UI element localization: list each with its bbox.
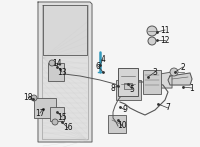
Bar xyxy=(34,98,56,118)
Bar xyxy=(143,70,161,94)
Circle shape xyxy=(52,119,58,125)
Text: 4: 4 xyxy=(101,55,105,64)
Polygon shape xyxy=(160,72,172,88)
Text: 12: 12 xyxy=(160,35,170,45)
Circle shape xyxy=(31,95,37,101)
Text: 2: 2 xyxy=(181,62,185,71)
Text: 13: 13 xyxy=(57,67,67,76)
Text: 17: 17 xyxy=(35,108,45,117)
Text: 9: 9 xyxy=(123,106,127,115)
Bar xyxy=(48,63,64,81)
Text: 10: 10 xyxy=(117,122,127,131)
Polygon shape xyxy=(43,5,87,55)
Text: 18: 18 xyxy=(23,92,33,101)
Text: 7: 7 xyxy=(166,103,170,112)
Text: 6: 6 xyxy=(96,61,100,71)
Circle shape xyxy=(170,68,178,76)
Bar xyxy=(108,115,126,133)
Text: 11: 11 xyxy=(160,25,170,35)
Text: 1: 1 xyxy=(190,83,194,92)
Text: 14: 14 xyxy=(52,59,62,67)
Polygon shape xyxy=(168,73,192,85)
Bar xyxy=(118,68,138,96)
Circle shape xyxy=(49,60,55,66)
Bar xyxy=(124,83,132,89)
Circle shape xyxy=(148,37,156,45)
Text: 3: 3 xyxy=(153,67,157,76)
Polygon shape xyxy=(38,2,92,142)
Text: 16: 16 xyxy=(63,123,73,132)
Circle shape xyxy=(147,26,157,36)
Bar xyxy=(116,80,141,100)
Text: 5: 5 xyxy=(130,85,134,93)
Text: 8: 8 xyxy=(111,83,115,92)
Text: 15: 15 xyxy=(57,112,67,122)
Bar xyxy=(50,107,64,121)
